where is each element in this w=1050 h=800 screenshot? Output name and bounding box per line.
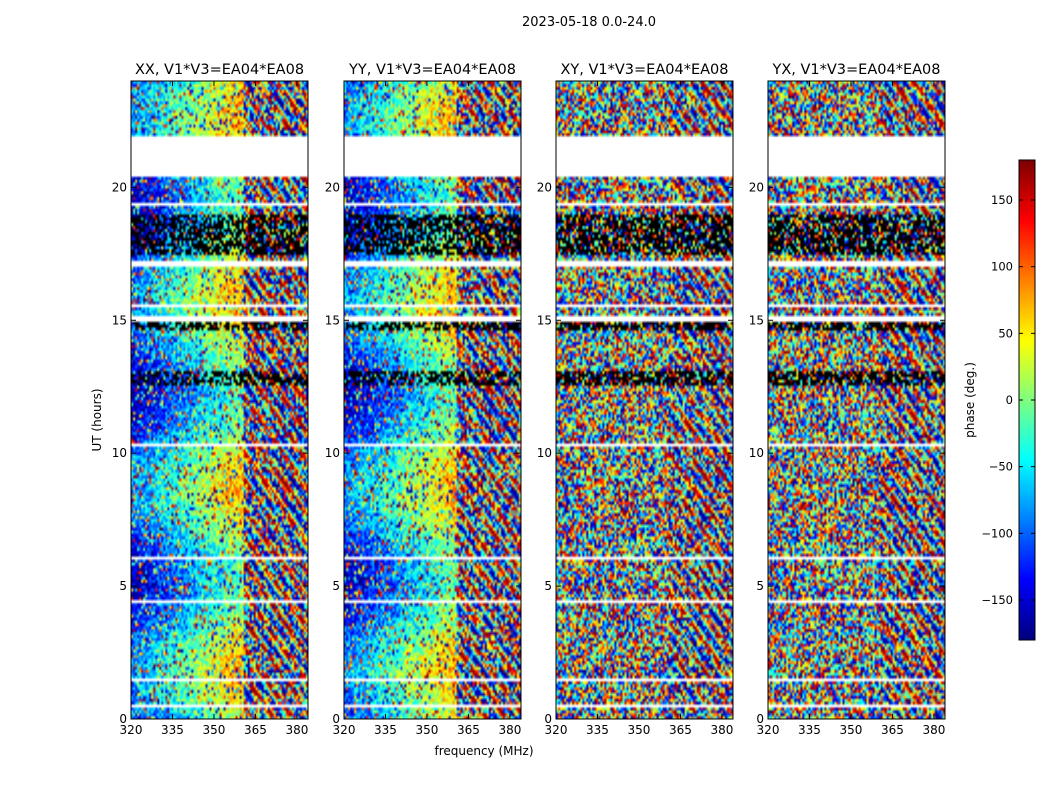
y-tick-label: 15: [325, 313, 340, 327]
y-tick-label: 15: [749, 313, 764, 327]
panel-yx: 320 335 350 365 380 0 5 10 15 20 YX, V1*V3=EA04*EA…: [749, 62, 946, 737]
y-tick-label: 10: [537, 446, 552, 460]
panel-title: YX, V1*V3=EA04*EA08: [771, 62, 940, 78]
x-tick-label: 365: [669, 723, 692, 737]
x-tick-label: 350: [628, 723, 651, 737]
y-tick-label: 10: [325, 446, 340, 460]
x-axis-label: frequency (MHz): [434, 744, 533, 758]
y-tick-label: 20: [749, 180, 764, 194]
panel-xx: 320 335 350 365 380 0 5 10 15 20 XX, V1*V3=EA04*EA…: [90, 62, 309, 737]
y-axis-label: UT (hours): [90, 388, 104, 451]
x-tick-label: 365: [244, 723, 267, 737]
colorbar-tick-label: 0: [1006, 393, 1013, 407]
x-tick-label: 380: [922, 723, 945, 737]
panel-xy: 320 335 350 365 380 0 5 10 15 20 XY, V1*V3=EA04*EA…: [537, 62, 734, 737]
x-tick-label: 380: [710, 723, 733, 737]
colorbar: 150 100 50 0 −50 −100 −150 phase (deg.): [963, 159, 1036, 641]
y-tick-label: 15: [537, 313, 552, 327]
x-tick-label: 320: [333, 723, 356, 737]
y-tick-label: 5: [756, 579, 764, 593]
heatmap-image: [768, 81, 945, 719]
x-tick-label: 335: [161, 723, 184, 737]
y-tick-label: 5: [332, 579, 340, 593]
x-tick-label: 380: [498, 723, 521, 737]
colorbar-tick-label: −50: [989, 460, 1013, 474]
figure-title: 2023-05-18 0.0-24.0: [522, 15, 656, 30]
x-tick-label: 320: [545, 723, 568, 737]
x-tick-label: 350: [840, 723, 863, 737]
heatmap-image: [344, 81, 521, 719]
x-tick-label: 350: [203, 723, 226, 737]
x-tick-label: 335: [374, 723, 397, 737]
y-tick-label: 0: [119, 712, 127, 726]
x-tick-label: 350: [416, 723, 439, 737]
colorbar-tick-label: 50: [998, 326, 1013, 340]
y-tick-label: 0: [332, 712, 340, 726]
colorbar-gradient: [1019, 160, 1035, 640]
x-tick-label: 365: [881, 723, 904, 737]
colorbar-tick-label: −100: [981, 526, 1013, 540]
x-tick-label: 380: [285, 723, 308, 737]
panel-title: XY, V1*V3=EA04*EA08: [560, 62, 728, 78]
y-tick-label: 0: [544, 712, 552, 726]
heatmap-image: [556, 81, 733, 719]
x-tick-label: 335: [586, 723, 609, 737]
y-tick-label: 10: [112, 446, 127, 460]
x-tick-label: 335: [798, 723, 821, 737]
panel-title: YY, V1*V3=EA04*EA08: [348, 62, 516, 78]
x-tick-label: 320: [757, 723, 780, 737]
y-tick-label: 0: [756, 712, 764, 726]
y-tick-label: 20: [537, 180, 552, 194]
y-tick-label: 5: [119, 579, 127, 593]
colorbar-tick-label: 150: [991, 193, 1013, 207]
axes-frame: [343, 80, 522, 720]
y-tick-label: 20: [325, 180, 340, 194]
panel-title: XX, V1*V3=EA04*EA08: [135, 62, 304, 78]
heatmap-image: [131, 81, 308, 719]
x-tick-label: 365: [457, 723, 480, 737]
y-tick-label: 20: [112, 180, 127, 194]
axes-frame: [555, 80, 734, 720]
colorbar-tick-label: 100: [991, 260, 1013, 274]
y-tick-label: 15: [112, 313, 127, 327]
panel-yy: 320 335 350 365 380 0 5 10 15 20 YY, V1*V3=EA04*EA…: [325, 62, 534, 758]
colorbar-label: phase (deg.): [963, 362, 977, 438]
y-tick-label: 10: [749, 446, 764, 460]
axes-frame: [130, 80, 309, 720]
x-tick-label: 320: [120, 723, 143, 737]
axes-frame: [767, 80, 946, 720]
y-tick-label: 5: [544, 579, 552, 593]
colorbar-tick-label: −150: [981, 593, 1013, 607]
